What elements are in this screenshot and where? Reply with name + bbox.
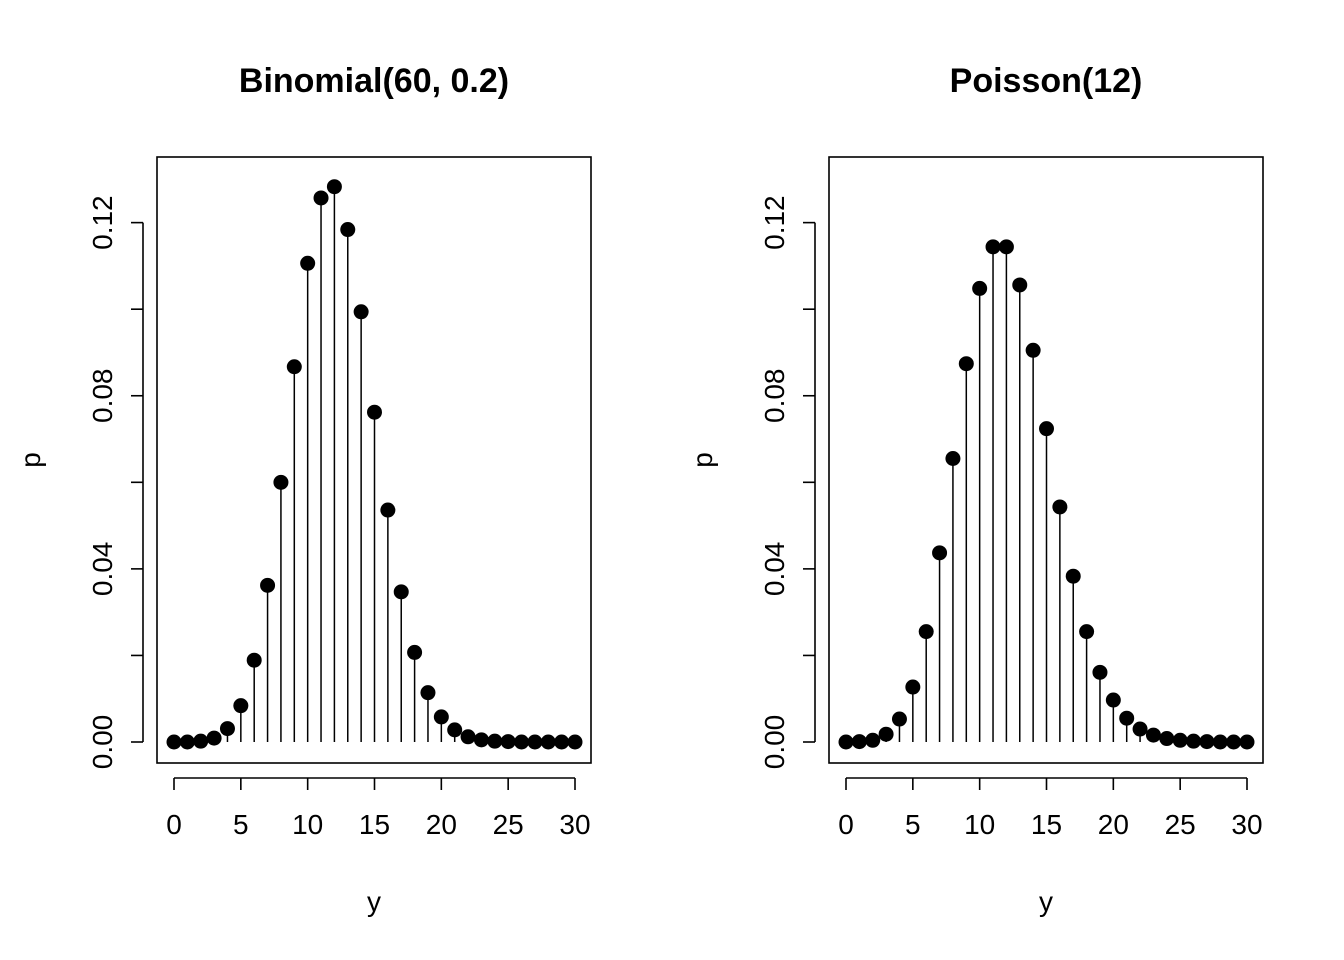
binomial-point <box>420 685 436 701</box>
binomial-point <box>313 190 329 206</box>
binomial-x-tick-label: 0 <box>166 809 182 840</box>
poisson-y-tick-label: 0.08 <box>759 369 790 424</box>
poisson-point <box>998 239 1014 255</box>
binomial-point <box>179 734 195 750</box>
poisson-point <box>1119 710 1135 726</box>
binomial-x-tick-label: 20 <box>426 809 457 840</box>
binomial-point <box>246 652 262 668</box>
poisson-point <box>1239 734 1255 750</box>
poisson-title: Poisson(12) <box>950 62 1143 100</box>
poisson-point <box>891 711 907 727</box>
poisson-point <box>958 356 974 372</box>
binomial-title: Binomial(60, 0.2) <box>239 62 509 100</box>
binomial-point <box>433 709 449 725</box>
binomial-point <box>233 698 249 714</box>
poisson-axes: 0 5 10 15 20 25 30 0.00 0.04 0.08 0.12 <box>759 195 1263 840</box>
binomial-point <box>567 734 583 750</box>
poisson-point <box>1199 734 1215 750</box>
poisson-point <box>1052 499 1068 515</box>
poisson-point <box>1159 731 1175 747</box>
poisson-point <box>1226 734 1242 750</box>
binomial-panel: Binomial(60, 0.2) y p 0 5 10 15 20 25 30 0.00 0.… <box>15 62 592 917</box>
poisson-point <box>1012 277 1028 293</box>
poisson-x-tick-label: 0 <box>838 809 854 840</box>
binomial-point <box>219 721 235 737</box>
poisson-point <box>972 280 988 296</box>
binomial-point <box>500 734 516 750</box>
binomial-point <box>286 359 302 375</box>
binomial-y-axis-label: p <box>15 452 46 468</box>
poisson-y-tick-label: 0.12 <box>759 195 790 250</box>
binomial-x-tick-label: 5 <box>233 809 249 840</box>
poisson-y-tick-label: 0.00 <box>759 715 790 770</box>
poisson-point <box>878 726 894 742</box>
binomial-point <box>273 474 289 490</box>
poisson-x-axis-label: y <box>1039 886 1053 917</box>
binomial-point <box>367 404 382 420</box>
poisson-point <box>851 734 867 750</box>
binomial-x-tick-label: 25 <box>493 809 524 840</box>
binomial-point <box>206 730 222 746</box>
binomial-point <box>260 577 276 593</box>
binomial-y-tick-label: 0.08 <box>87 369 118 424</box>
poisson-point <box>1025 342 1041 358</box>
binomial-point <box>393 584 409 600</box>
binomial-point <box>300 255 316 271</box>
poisson-panel: Poisson(12) y p 0 5 10 15 20 25 30 0.00 0.04 0.08… <box>687 62 1264 917</box>
binomial-x-tick-label: 15 <box>359 809 390 840</box>
poisson-point <box>1065 568 1081 584</box>
binomial-x-axis-label: y <box>367 886 381 917</box>
binomial-point <box>460 729 476 745</box>
binomial-point <box>487 733 503 749</box>
poisson-point <box>1172 732 1188 748</box>
poisson-x-tick-label: 30 <box>1231 809 1262 840</box>
binomial-point <box>166 734 182 750</box>
poisson-point <box>1186 733 1202 749</box>
poisson-point <box>932 545 948 561</box>
poisson-point <box>1092 664 1108 680</box>
binomial-point <box>554 734 570 750</box>
poisson-point <box>945 451 961 467</box>
binomial-x-tick-label: 10 <box>292 809 323 840</box>
poisson-point <box>838 734 854 750</box>
poisson-x-tick-label: 20 <box>1098 809 1129 840</box>
binomial-point <box>340 222 356 238</box>
poisson-x-tick-label: 10 <box>964 809 995 840</box>
binomial-point <box>193 733 209 749</box>
binomial-point <box>447 722 463 738</box>
poisson-y-axis-label: p <box>687 452 718 468</box>
binomial-y-tick-label: 0.04 <box>87 542 118 597</box>
poisson-x-tick-label: 15 <box>1031 809 1062 840</box>
binomial-plot-frame <box>156 156 592 764</box>
binomial-marks <box>166 179 583 750</box>
poisson-point <box>865 732 881 748</box>
poisson-marks <box>838 239 1255 750</box>
binomial-point <box>540 734 556 750</box>
binomial-point <box>407 644 423 660</box>
binomial-y-tick-label: 0.00 <box>87 715 118 770</box>
poisson-point <box>985 239 1001 255</box>
binomial-point <box>353 304 369 320</box>
poisson-plot-frame <box>828 156 1264 764</box>
binomial-point <box>527 734 543 750</box>
binomial-point <box>514 734 530 750</box>
poisson-point <box>918 624 934 640</box>
binomial-y-tick-label: 0.12 <box>87 195 118 250</box>
binomial-point <box>380 502 396 518</box>
poisson-point <box>1079 624 1095 640</box>
poisson-point <box>905 679 921 695</box>
poisson-point <box>1039 421 1054 437</box>
poisson-point <box>1212 734 1228 750</box>
binomial-x-tick-label: 30 <box>559 809 590 840</box>
poisson-y-tick-label: 0.04 <box>759 542 790 597</box>
binomial-axes: 0 5 10 15 20 25 30 0.00 0.04 0.08 0.12 <box>87 195 591 840</box>
binomial-point <box>326 179 342 195</box>
poisson-point <box>1132 721 1148 737</box>
poisson-point <box>1105 692 1121 708</box>
poisson-x-tick-label: 25 <box>1165 809 1196 840</box>
poisson-x-tick-label: 5 <box>905 809 921 840</box>
binomial-point <box>473 732 489 748</box>
poisson-point <box>1145 727 1161 743</box>
